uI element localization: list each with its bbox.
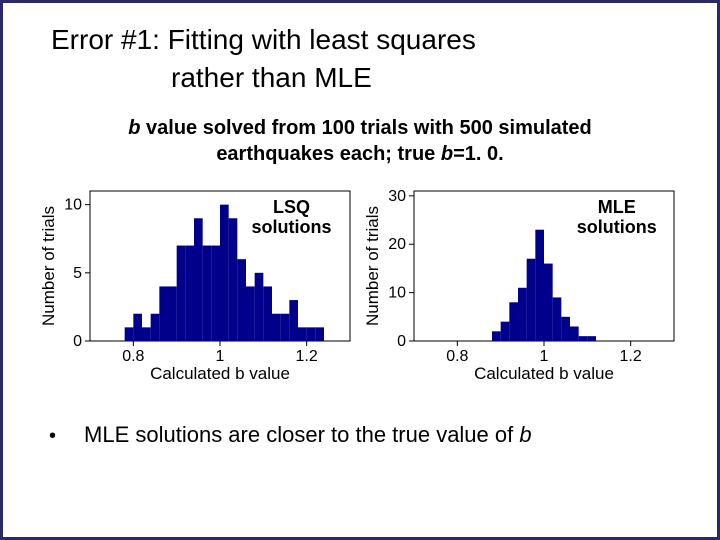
slide-subtitle: b value solved from 100 trials with 500 … xyxy=(71,115,649,167)
bullet-text: MLE solutions are closer to the true val… xyxy=(84,422,532,448)
chart-lsq-holder: 0.8 1 1.2 0 5 10 Calculated b value Number of t… xyxy=(40,185,356,388)
chart-mle: 0.8 1 1.2 0 10 20 30 Calculated b value Number o… xyxy=(364,185,680,383)
svg-text:0.8: 0.8 xyxy=(446,348,468,365)
svg-text:Number of trials: Number of trials xyxy=(364,206,382,326)
svg-text:1.2: 1.2 xyxy=(296,348,318,365)
bullet-dot-icon: • xyxy=(49,425,56,448)
svg-text:10: 10 xyxy=(388,284,406,301)
svg-text:1: 1 xyxy=(540,348,549,365)
chart-lsq: 0.8 1 1.2 0 5 10 Calculated b value Number of t… xyxy=(40,185,356,383)
svg-text:Calculated b value: Calculated b value xyxy=(150,364,290,383)
title-line-1: Error #1: Fitting with least squares xyxy=(31,21,689,59)
subtitle-ital-b1: b xyxy=(128,117,140,139)
svg-text:10: 10 xyxy=(64,196,82,213)
charts-row: 0.811.20510Calculated b valueNumber of t… xyxy=(31,185,689,388)
svg-text:1.2: 1.2 xyxy=(620,348,642,365)
bullet-prefix: MLE solutions are closer to the true val… xyxy=(84,422,519,447)
slide-title: Error #1: Fitting with least squares rat… xyxy=(31,21,689,97)
bullet-row: • MLE solutions are closer to the true v… xyxy=(31,422,689,448)
subtitle-mid: value solved from 100 trials with 500 si… xyxy=(140,117,591,165)
svg-text:30: 30 xyxy=(388,187,406,204)
slide-frame: Error #1: Fitting with least squares rat… xyxy=(0,0,720,540)
svg-text:5: 5 xyxy=(73,264,82,281)
title-line-2: rather than MLE xyxy=(31,59,689,97)
svg-text:1: 1 xyxy=(216,348,225,365)
svg-text:Number of trials: Number of trials xyxy=(40,206,58,326)
subtitle-ital-b2: b xyxy=(441,143,453,165)
svg-text:Calculated b value: Calculated b value xyxy=(474,364,614,383)
chart-mle-holder: 0.8 1 1.2 0 10 20 30 Calculated b value Number o… xyxy=(364,185,680,388)
svg-text:0.8: 0.8 xyxy=(122,348,144,365)
svg-text:0: 0 xyxy=(397,333,406,350)
bullet-ital-b: b xyxy=(519,422,531,447)
svg-text:20: 20 xyxy=(388,236,406,253)
subtitle-tail: =1. 0. xyxy=(453,143,504,165)
svg-text:0: 0 xyxy=(73,333,82,350)
